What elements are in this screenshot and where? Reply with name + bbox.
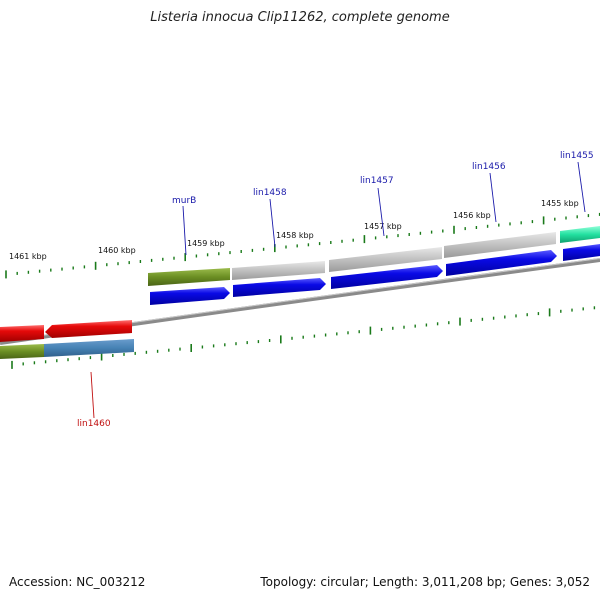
gene-label-lin1458[interactable]: lin1458 [253, 188, 287, 198]
kbp-label: 1458 kbp [276, 231, 314, 240]
kbp-label: 1461 kbp [9, 252, 47, 261]
map-title: Listeria innocua Clip11262, complete gen… [150, 10, 450, 25]
cds-lin1457[interactable] [331, 265, 443, 289]
accession-text: Accession: NC_003212 [9, 575, 146, 589]
gene-label-lin1460[interactable]: lin1460 [77, 419, 111, 429]
cds-lin1460[interactable] [0, 325, 44, 342]
cds-lin1460b[interactable] [45, 320, 132, 338]
gene-label-murB[interactable]: murB [172, 196, 196, 206]
feature-lin1455[interactable] [560, 226, 600, 243]
gene-label-lin1457[interactable]: lin1457 [360, 176, 394, 186]
forward-cds-track [150, 244, 600, 305]
cds-lin1456[interactable] [446, 250, 557, 276]
kbp-label: 1455 kbp [541, 199, 579, 208]
gene-label-leaders [90, 161, 586, 419]
feature-lin1458[interactable] [232, 261, 325, 280]
genome-summary-text: Topology: circular; Length: 3,011,208 bp… [260, 575, 590, 589]
feature-murB[interactable] [148, 268, 230, 286]
kbp-label: 1459 kbp [187, 239, 225, 248]
cds-lin1455[interactable] [563, 244, 600, 261]
gene-labels: lin1455 lin1456 lin1457 lin1458 murB lin… [77, 151, 594, 429]
gene-label-lin1456[interactable]: lin1456 [472, 162, 506, 172]
feature-lin1456[interactable] [444, 232, 556, 258]
kbp-label: 1456 kbp [453, 211, 491, 220]
cds-lin1458[interactable] [233, 278, 326, 297]
gene-label-lin1455[interactable]: lin1455 [560, 151, 594, 161]
outer-tick-ring [5, 212, 600, 279]
reverse-cds-track [0, 320, 132, 342]
feature-lin1460-steel[interactable] [44, 339, 134, 357]
inner-tick-ring [11, 306, 596, 369]
feature-lin1460-olive[interactable] [0, 344, 44, 359]
cds-murB[interactable] [150, 287, 230, 305]
feature-lin1457[interactable] [329, 247, 442, 272]
feature-track [148, 226, 600, 286]
reverse-feature-track [0, 339, 134, 359]
kbp-label: 1460 kbp [98, 246, 136, 255]
